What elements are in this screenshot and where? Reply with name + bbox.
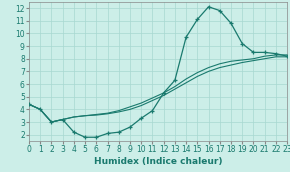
X-axis label: Humidex (Indice chaleur): Humidex (Indice chaleur) — [94, 157, 222, 166]
